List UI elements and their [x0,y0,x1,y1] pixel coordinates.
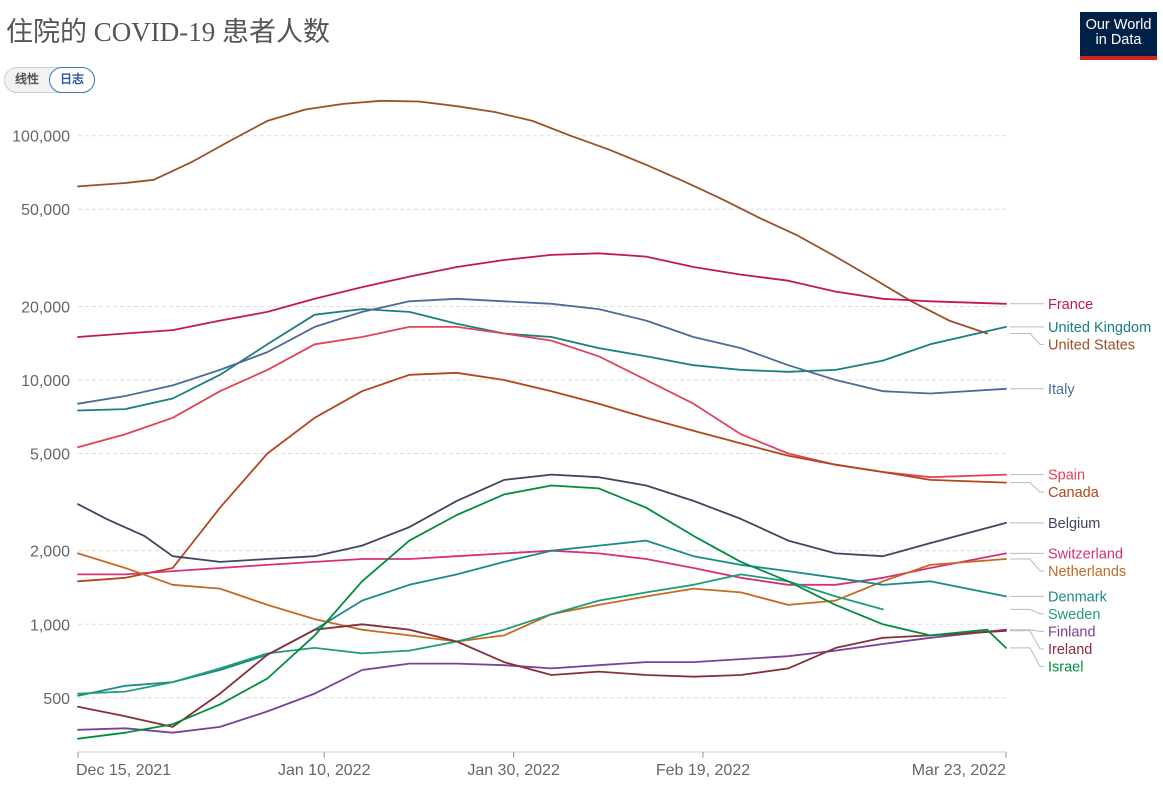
series-line-france [77,252,1007,338]
series-label-israel: Israel [1048,659,1083,675]
series-label-spain: Spain [1048,468,1085,484]
x-tick-label: Mar 23, 2022 [912,762,1006,779]
scale-toggle[interactable]: 线性 日志 [4,67,96,93]
label-connector-netherlands [1010,558,1044,572]
series-line-united-states [77,99,988,335]
series-line-finland [77,628,1007,734]
owid-logo[interactable]: Our World in Data [1080,12,1157,60]
series-label-united-kingdom: United Kingdom [1048,320,1151,336]
logo-line-2: in Data [1095,32,1142,48]
label-connector-sweden [1010,608,1044,615]
series-line-denmark [77,539,1007,697]
series-line-israel [77,484,1007,740]
series-line-netherlands [77,552,1007,643]
series-label-finland: Finland [1048,624,1096,640]
series-label-switzerland: Switzerland [1048,546,1123,562]
label-connector-ireland [1010,630,1044,650]
y-tick-label: 20,000 [21,299,70,316]
series-line-switzerland [77,549,1007,586]
series-label-france: France [1048,297,1093,313]
series-line-sweden [77,573,884,695]
linear-scale-button[interactable]: 线性 [15,72,40,86]
logo-accent-bar [1080,56,1157,60]
label-connector-finland [1010,629,1044,632]
x-tick-label: Feb 19, 2022 [656,762,750,779]
y-tick-label: 1,000 [30,617,70,634]
label-connector-israel [1010,647,1044,667]
series-label-netherlands: Netherlands [1048,564,1126,580]
series-line-united-kingdom [77,308,1007,412]
series-label-italy: Italy [1048,382,1075,398]
y-tick-label: 2,000 [30,544,70,561]
log-scale-button[interactable]: 日志 [49,67,96,93]
label-connector-united-states [1010,333,1044,345]
series-line-canada [77,371,1007,583]
x-tick-label: Dec 15, 2021 [76,762,171,779]
x-tick-label: Jan 10, 2022 [278,762,371,779]
series-label-denmark: Denmark [1048,589,1108,605]
series-label-sweden: Sweden [1048,607,1100,623]
series-label-canada: Canada [1048,485,1100,501]
series-line-italy [77,297,1007,405]
y-tick-label: 50,000 [21,202,70,219]
series-line-ireland [77,623,1007,728]
chart-title: 住院的 COVID-19 患者人数 [6,17,330,47]
y-tick-label: 100,000 [12,129,70,146]
x-tick-label: Jan 30, 2022 [467,762,560,779]
y-tick-label: 5,000 [30,447,70,464]
series-line-spain [77,325,1007,479]
y-tick-label: 500 [43,691,70,708]
logo-line-1: Our World [1085,17,1152,33]
series-label-belgium: Belgium [1048,516,1100,532]
series-line-belgium [77,473,1007,563]
label-connector-canada [1010,482,1044,493]
series-label-united-states: United States [1048,337,1135,353]
y-tick-label: 10,000 [21,373,70,390]
series-label-ireland: Ireland [1048,642,1092,658]
